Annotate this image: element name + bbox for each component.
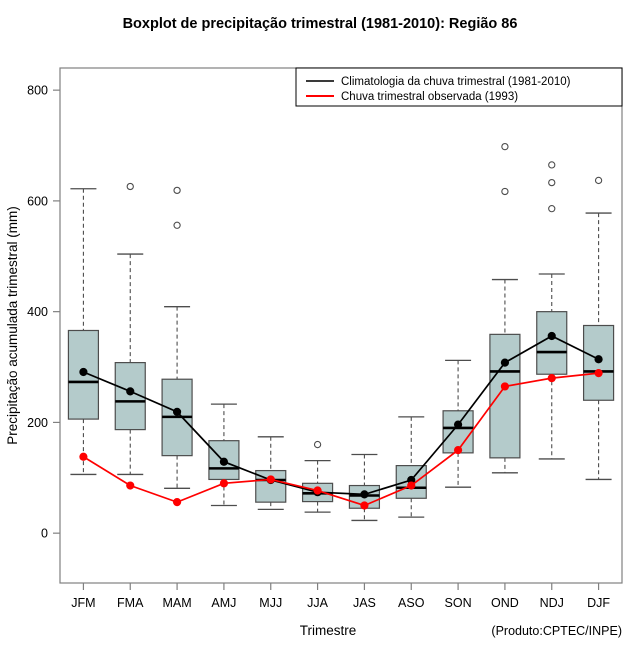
x-axis-tick-label: FMA [117, 596, 144, 610]
series-point-1 [407, 481, 416, 490]
outlier-point [594, 176, 603, 185]
y-axis-tick-label: 0 [41, 527, 48, 541]
series-point-0 [126, 387, 135, 396]
series-point-1 [126, 481, 135, 490]
box-son [442, 410, 474, 454]
y-axis-tick-label: 400 [27, 305, 48, 319]
outlier-point [548, 161, 556, 169]
series-point-1 [219, 479, 229, 488]
series-point-1 [594, 369, 603, 378]
series-point-1 [360, 501, 369, 510]
legend-label-0: Climatologia da chuva trimestral (1981-2… [341, 76, 571, 88]
series-point-0 [453, 420, 463, 429]
series-point-1 [500, 382, 510, 391]
legend-box [295, 67, 623, 107]
series-point-1 [266, 475, 275, 484]
y-axis-tick-label: 800 [27, 84, 48, 98]
outlier-point [548, 205, 556, 213]
series-point-0 [360, 490, 369, 499]
credit-label: (Produto:CPTEC/INPE) [491, 624, 622, 638]
x-axis-tick-label: JJA [307, 596, 329, 610]
x-axis-title: Trimestre [300, 623, 357, 638]
series-line-1 [82, 372, 599, 507]
page-title: Boxplot de precipitação trimestral (1981… [122, 16, 518, 32]
x-axis-tick-label: OND [491, 596, 519, 610]
box-amj [208, 440, 240, 481]
series-line-0 [83, 335, 599, 496]
outlier-point [501, 187, 509, 196]
x-axis-tick-label: MAM [162, 596, 191, 610]
x-axis-tick-label: SON [445, 596, 472, 610]
box-ond [489, 333, 521, 459]
series-point-1 [172, 498, 182, 507]
series-point-0 [547, 331, 556, 341]
outlier-point [548, 178, 556, 187]
y-axis-title: Precipitação acumulada trimestral (mm) [5, 206, 20, 445]
series-point-0 [172, 407, 182, 416]
y-axis-tick-label: 600 [27, 194, 48, 208]
outlier-point [501, 142, 509, 151]
outlier-point [173, 186, 181, 195]
series-point-0 [219, 457, 229, 466]
x-axis-tick-label: JFM [71, 596, 95, 610]
y-axis-tick-label: 200 [27, 416, 48, 430]
outlier-point [173, 221, 181, 229]
series-point-0 [79, 367, 88, 377]
x-axis-tick-label: MJJ [259, 596, 282, 610]
series-point-1 [313, 486, 322, 495]
series-point-1 [79, 452, 88, 461]
x-axis-tick-label: ASO [398, 596, 425, 610]
x-axis-tick-label: AMJ [211, 596, 236, 610]
x-axis-tick-label: NDJ [540, 596, 564, 610]
outlier-point [313, 440, 322, 449]
x-axis-tick-label: DJF [587, 596, 610, 610]
series-point-1 [453, 445, 463, 455]
outlier-point [126, 182, 134, 191]
x-axis-tick-label: JAS [353, 596, 376, 610]
series-point-1 [547, 374, 556, 383]
legend-label-1: Chuva trimestral observada (1993) [341, 91, 518, 103]
series-point-0 [500, 358, 510, 367]
series-point-0 [594, 355, 603, 364]
